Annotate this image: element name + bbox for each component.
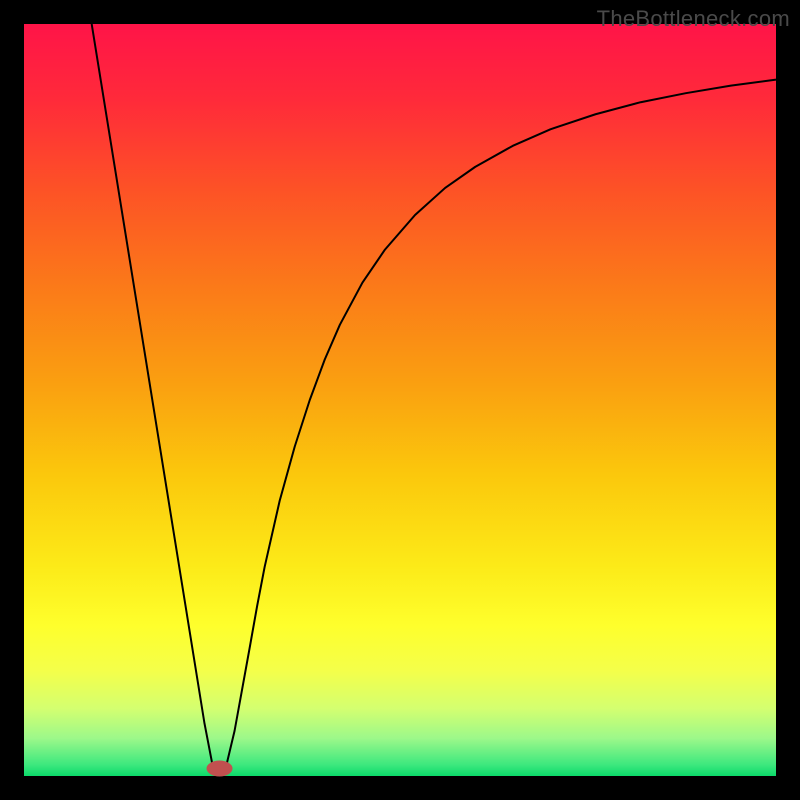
chart-container: TheBottleneck.com <box>0 0 800 800</box>
chart-background <box>24 24 776 776</box>
bottleneck-chart <box>0 0 800 800</box>
optimal-marker <box>207 760 233 776</box>
watermark-text: TheBottleneck.com <box>597 6 790 32</box>
